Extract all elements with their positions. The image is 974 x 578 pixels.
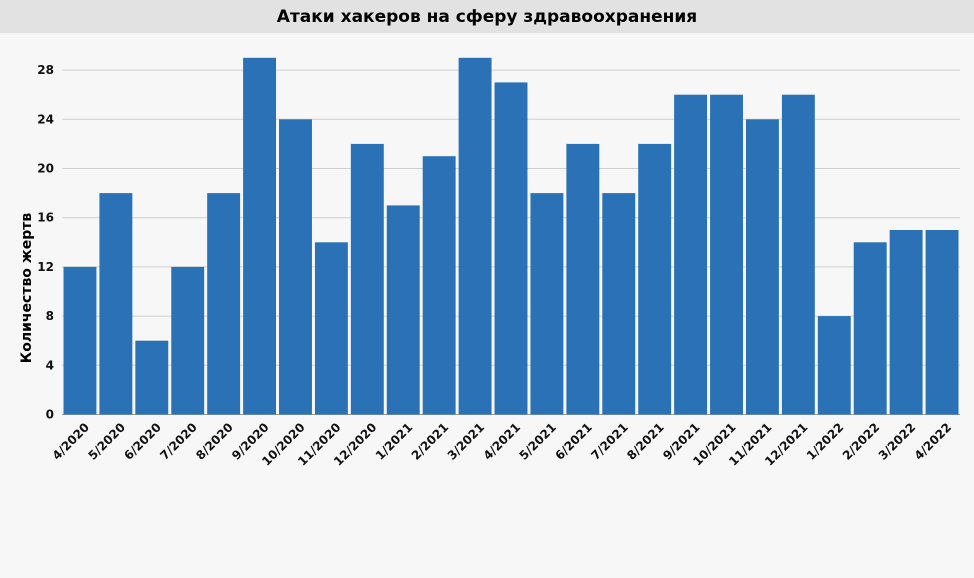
x-tick-label: 5/2021: [517, 420, 560, 463]
bar-6-2020: [135, 340, 169, 415]
bar-6-2021: [566, 143, 600, 415]
x-tick-label: 6/2020: [121, 420, 164, 463]
bar-3-2022: [889, 230, 923, 415]
bar-11-2021: [745, 119, 779, 415]
x-tick-label: 8/2020: [193, 420, 236, 463]
bar-3-2021: [458, 57, 492, 415]
bar-8-2021: [638, 143, 672, 415]
bar-5-2021: [530, 193, 564, 415]
chart-title: Атаки хакеров на сферу здравоохранения: [276, 6, 698, 27]
bar-2-2021: [422, 156, 456, 415]
x-tick-label: 6/2021: [552, 420, 595, 463]
y-tick-label: 28: [37, 63, 54, 77]
bar-1-2022: [817, 316, 851, 415]
bar-5-2020: [99, 193, 133, 415]
x-tick-label: 4/2020: [50, 420, 93, 463]
bar-10-2021: [710, 94, 743, 415]
y-tick-label: 4: [46, 358, 54, 372]
bar-9-2021: [674, 94, 708, 415]
bar-8-2020: [207, 193, 241, 415]
y-axis-label: Количество жертв: [19, 213, 35, 364]
x-tick-label: 8/2021: [624, 420, 667, 463]
y-tick-label: 8: [46, 309, 54, 323]
bar-12-2021: [781, 94, 815, 415]
x-tick-label: 4/2022: [912, 420, 955, 463]
bar-4-2021: [494, 82, 528, 415]
y-tick-label: 12: [37, 260, 54, 274]
x-tick-label: 2/2021: [409, 420, 452, 463]
y-axis-ticks: 0 4 8 12 16 20 24 28: [37, 63, 54, 421]
bar-11-2020: [314, 242, 348, 415]
x-tick-label: 1/2021: [373, 420, 416, 463]
bars: [63, 57, 959, 415]
x-axis-ticks: 4/20205/20206/20207/20208/20209/202010/2…: [50, 420, 955, 468]
y-tick-label: 0: [46, 408, 54, 422]
x-tick-label: 5/2020: [85, 420, 128, 463]
bar-1-2021: [386, 205, 420, 415]
y-tick-label: 24: [37, 112, 54, 126]
bar-10-2020: [279, 119, 312, 415]
x-tick-label: 4/2021: [481, 420, 524, 463]
bar-4-2022: [925, 230, 959, 415]
x-tick-label: 7/2021: [588, 420, 631, 463]
x-tick-label: 7/2020: [157, 420, 200, 463]
bar-7-2020: [171, 266, 205, 415]
x-tick-label: 1/2022: [804, 420, 847, 463]
y-tick-label: 20: [37, 162, 54, 176]
bar-4-2020: [63, 266, 97, 415]
x-tick-label: 3/2021: [445, 420, 488, 463]
y-tick-label: 16: [37, 211, 54, 225]
bar-9-2020: [243, 57, 277, 415]
title-bar: Атаки хакеров на сферу здравоохранения: [0, 0, 974, 33]
bar-12-2020: [350, 143, 384, 415]
x-tick-label: 3/2022: [876, 420, 919, 463]
bar-7-2021: [602, 193, 636, 415]
bar-2-2022: [853, 242, 887, 415]
x-tick-label: 2/2022: [840, 420, 883, 463]
